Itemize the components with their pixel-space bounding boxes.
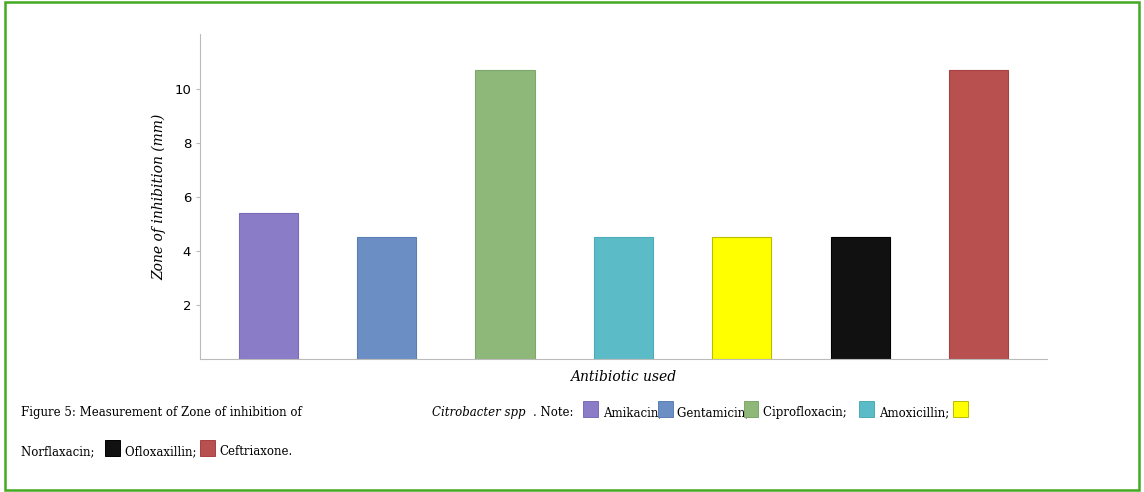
Text: Amikacin;: Amikacin; xyxy=(603,406,666,419)
Text: Ciprofloxacin;: Ciprofloxacin; xyxy=(763,406,850,419)
FancyBboxPatch shape xyxy=(105,440,120,456)
Y-axis label: Zone of inhibition (mm): Zone of inhibition (mm) xyxy=(151,114,166,280)
Bar xyxy=(239,213,297,359)
FancyBboxPatch shape xyxy=(658,401,673,417)
FancyBboxPatch shape xyxy=(200,440,215,456)
X-axis label: Antibiotic used: Antibiotic used xyxy=(571,370,676,384)
Bar xyxy=(831,237,890,359)
Text: Ofloxaxillin;: Ofloxaxillin; xyxy=(125,445,200,458)
FancyBboxPatch shape xyxy=(859,401,874,417)
Text: Citrobacter spp: Citrobacter spp xyxy=(432,406,526,419)
Text: Ceftriaxone.: Ceftriaxone. xyxy=(220,445,293,458)
Text: Gentamicin;: Gentamicin; xyxy=(677,406,753,419)
Bar xyxy=(357,237,416,359)
Bar xyxy=(476,69,534,359)
FancyBboxPatch shape xyxy=(583,401,598,417)
FancyBboxPatch shape xyxy=(744,401,758,417)
Bar xyxy=(594,237,653,359)
FancyBboxPatch shape xyxy=(953,401,968,417)
Text: . Note:: . Note: xyxy=(533,406,578,419)
Text: Figure 5: Measurement of Zone of inhibition of: Figure 5: Measurement of Zone of inhibit… xyxy=(21,406,305,419)
Text: Norflaxacin;: Norflaxacin; xyxy=(21,445,98,458)
Text: Amoxicillin;: Amoxicillin; xyxy=(879,406,953,419)
Bar xyxy=(950,69,1008,359)
Bar xyxy=(713,237,771,359)
